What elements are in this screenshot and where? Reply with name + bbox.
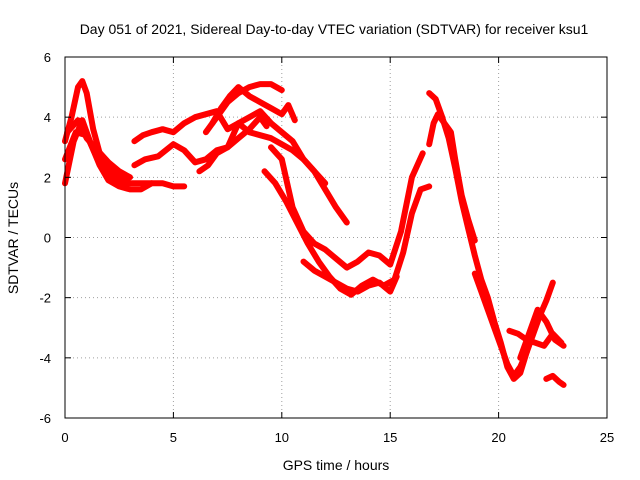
y-tick-label: -6 [39,411,51,426]
y-axis-label: SDTVAR / TECUs [5,182,21,294]
x-tick-label: 5 [170,430,177,445]
y-tick-label: 4 [44,110,51,125]
x-axis: 0 5 10 15 20 25 [61,57,614,445]
y-tick-label: 2 [44,170,51,185]
series-track-14 [426,90,530,382]
series-track-10 [268,144,426,271]
x-tick-label: 20 [491,430,505,445]
series-track-5 [131,108,350,226]
y-tick-label: -2 [39,291,51,306]
x-tick-label: 25 [600,430,614,445]
series-track-12 [300,258,400,295]
x-tick-label: 0 [61,430,68,445]
series-track-4 [64,117,133,181]
series-track-2 [62,117,188,193]
y-tick-label: -4 [39,351,51,366]
series-track-18 [543,372,567,388]
y-tick-label: 0 [44,231,51,246]
series-track-7 [196,114,270,175]
x-tick-label: 10 [275,430,289,445]
chart-title: Day 051 of 2021, Sidereal Day-to-day VTE… [80,21,589,37]
y-axis: -6 -4 -2 0 2 4 6 [39,50,607,426]
series-track-1 [62,78,133,187]
series-track-3 [62,129,155,187]
series-track-9 [202,81,285,136]
data-series [62,78,567,388]
y-tick-label: 6 [44,50,51,65]
x-tick-label: 15 [383,430,397,445]
series-track-11 [261,168,433,298]
series-track-17 [517,306,567,361]
series-track-6 [131,108,329,187]
x-axis-label: GPS time / hours [283,457,390,473]
